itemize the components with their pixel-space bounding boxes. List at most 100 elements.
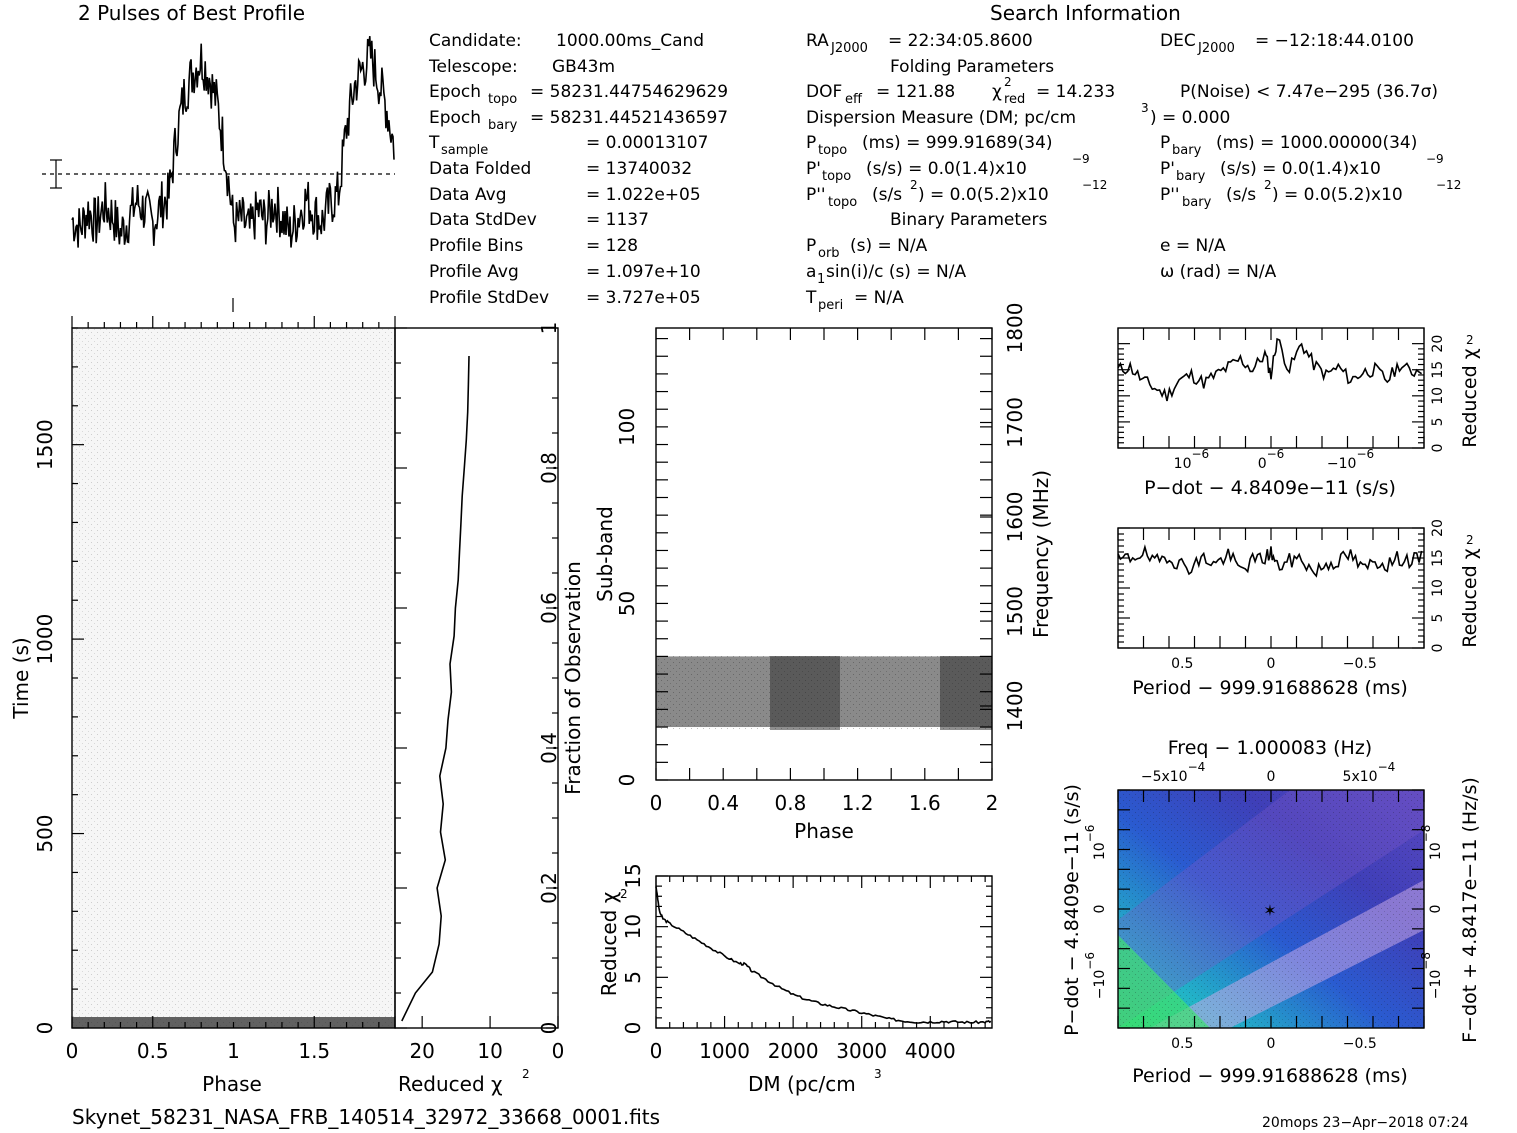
- pp-plane-x2tick-label: −5x10−4: [1141, 760, 1205, 785]
- dm-label: Dispersion Measure (DM; pc/cm: [806, 108, 1076, 128]
- time-phase-plot: 0 0.5 1 1.5 0 500 1000 1500 Phase Time (s): [9, 298, 396, 1096]
- pdot-chi-ytick-label: 20: [1430, 335, 1446, 353]
- period-chi-ytick-label: 0: [1430, 644, 1446, 653]
- pddot-topo-label: P'': [806, 185, 826, 205]
- subband-xtick-label: 0: [650, 791, 663, 815]
- profile-avg-value: = 1.097e+10: [586, 262, 701, 282]
- pdot-chi-ytick-label: 0: [1430, 444, 1446, 453]
- data-std-value: = 1137: [586, 210, 649, 230]
- omega-value: ω (rad) = N/A: [1160, 262, 1277, 282]
- time-phase-xtick-label: 1.5: [298, 1039, 330, 1063]
- pp-plane-ytick-label: −10−6: [1083, 952, 1108, 999]
- data-avg-label: Data Avg: [429, 185, 506, 205]
- binary-title: Binary Parameters: [890, 210, 1047, 230]
- subband-y2tick-label: 1400: [1003, 681, 1027, 732]
- pp-plane-x2tick-label-sup: −4: [1188, 760, 1206, 774]
- subband-y2tick-label: 1500: [1003, 586, 1027, 637]
- dm-chi-xlabel: DM (pc/cm: [748, 1072, 856, 1096]
- search-info: RA J2000 = 22:34:05.8600 DEC J2000 = −12…: [805, 31, 1461, 313]
- pp-plane-ytick-label-sup: −6: [1083, 825, 1097, 843]
- tperi-label: T: [805, 288, 817, 308]
- time-phase-ylabel: Time (s): [9, 637, 33, 719]
- epoch-topo-sub: topo: [488, 92, 517, 107]
- pddot-bary-sub: bary: [1182, 195, 1212, 210]
- chi-fraction-frame: [394, 327, 559, 1029]
- dm-chi-ytick-label: 10: [621, 914, 645, 939]
- time-phase-xtick-label: 0: [66, 1039, 79, 1063]
- epoch-topo-label: Epoch: [429, 82, 481, 102]
- pbary-value: (ms) = 1000.00000(34): [1216, 133, 1417, 153]
- profile-series-line: [71, 36, 395, 248]
- profile-avg-label: Profile Avg: [429, 262, 519, 282]
- tperi-sub: peri: [818, 298, 843, 313]
- subband-y2label: Frequency (MHz): [1029, 470, 1053, 638]
- pbary-sub: bary: [1172, 143, 1202, 158]
- dm-chi-xlabel-sup: 3: [874, 1067, 882, 1081]
- a1-value: sin(i)/c (s) = N/A: [826, 262, 966, 282]
- pdot-chi-xtick-label: −10−6: [1327, 447, 1374, 472]
- a1-label: a: [806, 262, 816, 282]
- chi-value: = 14.233: [1036, 82, 1115, 102]
- chi-fraction-ytick-label: 0.4: [537, 732, 561, 764]
- pdot-chi-ytick-label: 5: [1430, 417, 1446, 426]
- epoch-topo-value: = 58231.44754629629: [530, 82, 728, 102]
- pdot-bary-sup: −9: [1426, 152, 1444, 166]
- ra-sub: J2000: [830, 41, 868, 56]
- period-chi-plot: 0.5 0 −0.5 0 5 10 15 20 Period − 999.91688628 …: [1117, 519, 1481, 699]
- telescope-value: GB43m: [552, 57, 615, 77]
- pdot-chi-series-line: [1117, 337, 1423, 402]
- subband-y2tick-label: 1700: [1003, 397, 1027, 448]
- period-chi-ytick-label: 5: [1430, 614, 1446, 623]
- dec-value: = −12:18:44.0100: [1255, 31, 1414, 51]
- subband-xtick-label: 0.8: [774, 791, 806, 815]
- pdot-chi-xlabel: P−dot − 4.8409e−11 (s/s): [1144, 477, 1396, 499]
- subband-xtick-label: 1.2: [842, 791, 874, 815]
- dm-chi-ytick-label: 0: [621, 1022, 645, 1035]
- pddot-topo-unit: (s/s: [872, 185, 902, 205]
- pdot-bary-value: (s/s) = 0.0(1.4)x10: [1220, 159, 1381, 179]
- dm-chi-xtick-label: 3000: [836, 1039, 887, 1063]
- period-chi-ytick-label: 20: [1430, 519, 1446, 537]
- time-phase-ytick-label: 1500: [33, 419, 57, 470]
- dec-label: DEC: [1160, 31, 1196, 51]
- pddot-bary-sup1: 2: [1264, 178, 1272, 192]
- dm-chi-xtick-label: 2000: [768, 1039, 819, 1063]
- pdot-bary-sub: bary: [1176, 169, 1206, 184]
- data-folded-label: Data Folded: [429, 159, 531, 179]
- dm-chi-xtick-label: 4000: [905, 1039, 956, 1063]
- ra-label: RA: [806, 31, 829, 51]
- candidate-label: Candidate:: [429, 31, 522, 51]
- search-title: Search Information: [990, 1, 1181, 25]
- pddot-bary-unit: (s/s: [1226, 185, 1256, 205]
- pp-plane-xtick-label: −0.5: [1343, 1036, 1377, 1052]
- pddot-topo-value: ) = 0.0(5.2)x10: [918, 185, 1049, 205]
- pddot-bary-label: P'': [1160, 185, 1180, 205]
- profile-title: 2 Pulses of Best Profile: [78, 1, 305, 25]
- folding-title: Folding Parameters: [890, 57, 1054, 77]
- chi-fraction-ytick-label: 0.2: [537, 872, 561, 904]
- dm-sup: 3: [1141, 101, 1149, 115]
- period-chi-ytick-label: 15: [1430, 549, 1446, 567]
- time-phase-ytick-label: 500: [33, 814, 57, 852]
- pp-plane-y2tick-label-sup: −8: [1419, 952, 1433, 970]
- pp-plane-x2tick-label: 5x10−4: [1343, 760, 1396, 785]
- dm-chi-frame: [655, 875, 993, 1029]
- pp-plane-x2tick-label-sup: −4: [1378, 760, 1396, 774]
- period-chi-ylabel: Reduced χ: [1459, 548, 1481, 647]
- time-phase-ytick-label: 1000: [33, 614, 57, 665]
- pp-plane-xtick-label: 0.5: [1171, 1036, 1193, 1052]
- profile-bins-label: Profile Bins: [429, 236, 523, 256]
- profile-std-value: = 3.727e+05: [586, 288, 701, 308]
- chi-fraction-ytick-label: 0: [537, 1022, 561, 1035]
- chi-label: χ: [992, 82, 1002, 102]
- pdot-chi-xtick-label-sup: −6: [1267, 447, 1285, 461]
- pp-plane-best-marker: ✶: [1263, 901, 1276, 920]
- chi-fraction-ytick-label: 0.8: [537, 452, 561, 484]
- pdot-topo-sup: −9: [1072, 152, 1090, 166]
- pp-plane-ytick-label: 10−6: [1083, 825, 1108, 861]
- time-phase-xlabel: Phase: [202, 1072, 262, 1096]
- period-chi-frame: [1117, 527, 1425, 649]
- dof-sub: eff: [845, 92, 863, 107]
- period-chi-xtick-label: 0.5: [1171, 656, 1193, 672]
